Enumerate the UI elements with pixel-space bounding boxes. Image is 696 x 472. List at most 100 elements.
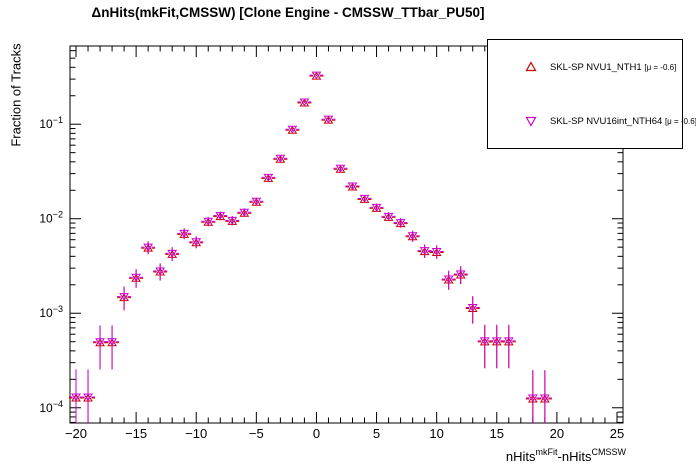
data-point	[213, 211, 228, 221]
triangle-down-marker	[275, 154, 286, 163]
axis-tick-labels: −20 −15 −10 −5 0 5 10 15 20 25 10−1 10−2 10−3 10−4	[39, 115, 624, 441]
triangle-down-marker	[311, 71, 322, 80]
legend-row-1: SKL-SP NVU1_NTH1 [μ = -0.6]	[488, 40, 682, 94]
triangle-down-marker	[455, 270, 466, 279]
legend-series-2-name: SKL-SP NVU16int_NTH64	[550, 115, 663, 127]
data-point	[393, 218, 408, 228]
legend-label-1: SKL-SP NVU1_NTH1 [μ = -0.6]	[550, 62, 676, 73]
triangle-up-marker-icon	[525, 61, 537, 72]
data-point	[273, 154, 288, 163]
data-point	[153, 263, 168, 281]
data-point	[141, 241, 156, 255]
svg-text:0: 0	[313, 426, 320, 441]
svg-text:−10: −10	[185, 426, 207, 441]
data-point	[69, 369, 84, 423]
triangle-down-marker	[179, 229, 190, 238]
legend-series-2-mu: [μ = -0.6]	[664, 116, 696, 126]
data-point	[321, 115, 336, 124]
data-point	[309, 71, 324, 80]
svg-text:10−3: 10−3	[39, 304, 63, 320]
series-1	[69, 71, 552, 423]
triangle-down-marker	[215, 212, 226, 221]
svg-text:20: 20	[550, 426, 564, 441]
data-point	[129, 269, 144, 288]
triangle-down-marker	[407, 232, 418, 241]
triangle-down-marker	[503, 337, 514, 346]
legend-label-2: SKL-SP NVU16int_NTH64 [μ = -0.6]	[550, 116, 696, 127]
triangle-down-marker	[395, 219, 406, 228]
data-point	[465, 295, 480, 324]
triangle-down-marker	[467, 304, 478, 312]
legend-row-2: SKL-SP NVU16int_NTH64 [μ = -0.6]	[488, 94, 696, 148]
svg-text:10−2: 10−2	[39, 210, 63, 226]
data-point	[477, 324, 492, 369]
triangle-down-marker	[383, 212, 394, 221]
svg-text:nHitsmkFit-nHitsCMSSW: nHitsmkFit-nHitsCMSSW	[506, 447, 627, 464]
data-point	[117, 286, 132, 311]
data-point	[405, 230, 420, 242]
triangle-down-marker	[335, 164, 346, 173]
data-point	[237, 208, 252, 217]
triangle-down-marker	[263, 173, 274, 182]
triangle-down-marker	[167, 249, 178, 258]
data-point	[453, 266, 468, 284]
triangle-down-marker	[143, 243, 154, 252]
data-point	[525, 370, 540, 423]
data-point	[429, 245, 444, 259]
data-point	[261, 173, 276, 182]
triangle-down-marker	[227, 216, 238, 225]
data-point	[333, 164, 348, 173]
data-point	[357, 194, 372, 203]
triangle-down-marker	[347, 182, 358, 191]
data-point	[165, 247, 180, 261]
triangle-down-marker-icon	[525, 116, 537, 127]
triangle-down-marker	[107, 338, 117, 347]
svg-text:10−1: 10−1	[39, 115, 63, 131]
data-point	[489, 324, 504, 369]
plot-frame	[69, 45, 624, 424]
triangle-down-marker	[239, 208, 250, 217]
svg-text:−20: −20	[65, 426, 87, 441]
data-point	[105, 325, 120, 370]
triangle-down-marker	[83, 393, 93, 402]
svg-text:15: 15	[490, 426, 504, 441]
triangle-down-marker	[443, 275, 454, 284]
triangle-down-marker	[191, 238, 202, 247]
data-point	[189, 236, 204, 249]
data-point	[381, 212, 396, 221]
data-point	[225, 216, 240, 226]
svg-text:5: 5	[373, 426, 380, 441]
data-point	[501, 324, 516, 369]
data-point	[285, 125, 300, 134]
chart-title: ΔnHits(mkFit,CMSSW) [Clone Engine - CMSS…	[91, 5, 485, 20]
legend: SKL-SP NVU1_NTH1 [μ = -0.6] SKL-SP NVU16…	[487, 39, 696, 149]
svg-text:−15: −15	[125, 426, 147, 441]
triangle-down-marker	[359, 194, 370, 203]
data-point	[249, 197, 264, 206]
triangle-down-marker	[371, 203, 382, 212]
svg-text:−5: −5	[249, 426, 264, 441]
data-point	[537, 370, 552, 423]
series-2	[69, 71, 552, 423]
triangle-down-marker	[479, 337, 490, 346]
data-point	[93, 325, 108, 370]
data-point	[177, 228, 192, 240]
triangle-down-marker	[287, 125, 298, 134]
triangle-down-marker	[539, 394, 550, 403]
triangle-down-marker	[131, 273, 142, 282]
legend-series-1-mu: [μ = -0.6]	[644, 62, 677, 72]
data-point	[369, 203, 384, 212]
data-point	[417, 244, 432, 258]
triangle-down-marker	[323, 115, 334, 124]
svg-text:10−4: 10−4	[39, 399, 63, 415]
x-axis-title: nHitsmkFit-nHitsCMSSW	[506, 447, 627, 464]
triangle-down-marker	[203, 217, 214, 226]
triangle-down-marker	[155, 267, 166, 276]
triangle-down-marker	[95, 338, 105, 347]
data-point	[441, 270, 456, 290]
triangle-down-marker	[119, 293, 129, 302]
svg-text:25: 25	[610, 426, 624, 441]
data-points-layer	[69, 71, 552, 423]
